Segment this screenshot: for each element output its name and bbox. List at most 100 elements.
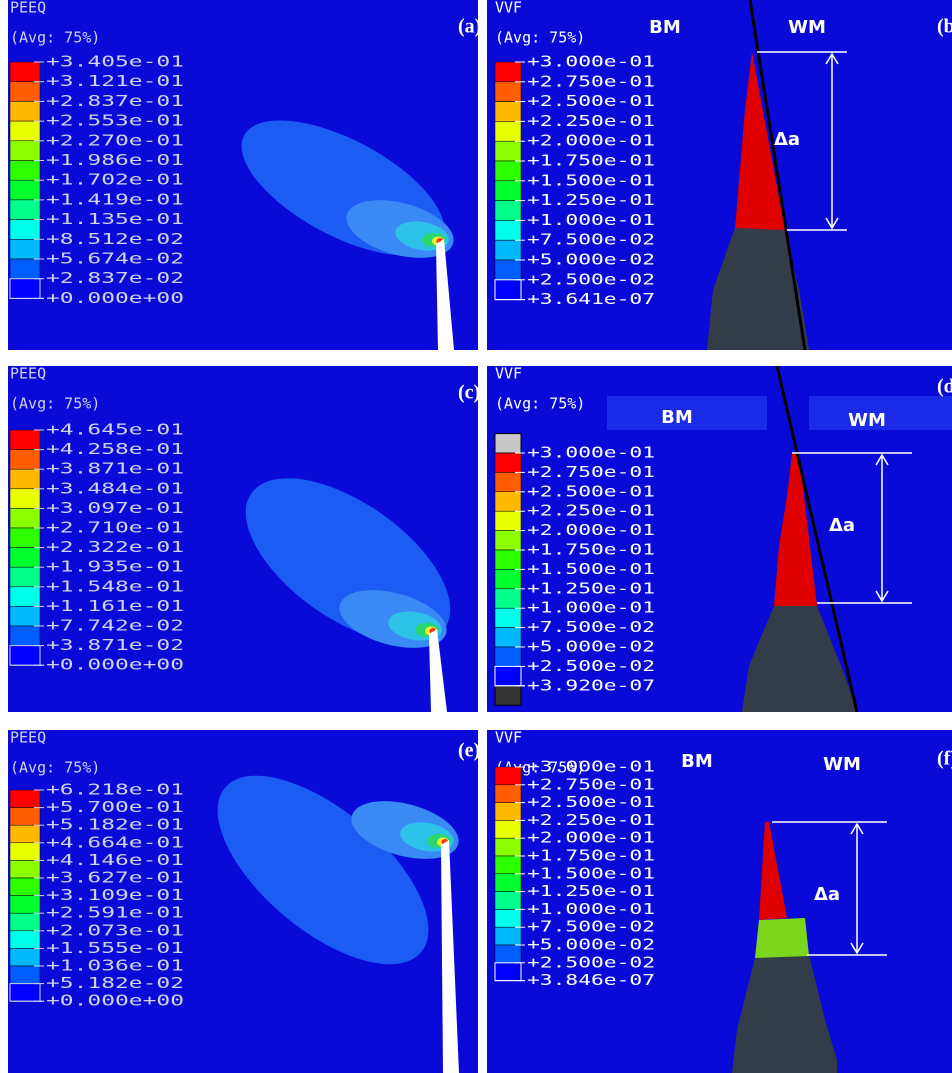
legend-value: +3.121e-01 [46, 72, 184, 90]
legend-box [9, 199, 41, 220]
legend-box [494, 81, 522, 102]
legend-box [494, 491, 522, 512]
legend-box [494, 61, 522, 83]
legend-value: +1.036e-01 [46, 957, 184, 975]
panel: (a) PEEQ (Avg: 75%) +3.405e-01+3.121e-01 +2.… [8, 0, 478, 350]
legend-box [9, 449, 41, 470]
legend-value: +5.000e-02 [527, 936, 655, 954]
legend-box [494, 279, 522, 300]
legend-box [494, 926, 522, 946]
legend-value: +3.109e-01 [46, 886, 184, 904]
legend-title: PEEQ [10, 730, 46, 747]
contour [217, 775, 429, 965]
legend-value: +3.920e-07 [527, 676, 655, 694]
legend-box [494, 837, 522, 857]
legend-value: +3.627e-01 [46, 869, 184, 887]
legend-box [494, 627, 522, 648]
legend-value: +7.500e-02 [527, 231, 655, 249]
legend-title: PEEQ [10, 366, 46, 383]
legend-value: +1.161e-01 [46, 597, 184, 615]
fusion-line [748, 0, 807, 350]
legend-value: +5.182e-02 [46, 974, 184, 992]
panel: BM WM Δa (d) VVF (Avg: 75%) +3.000e-01+2.750e-… [487, 366, 952, 712]
legend-box [494, 820, 522, 839]
legend-subtitle: (Avg: 75%) [10, 759, 100, 777]
crack-growth-label: Δa [774, 129, 800, 150]
crack-notch [436, 239, 454, 350]
legend-box [494, 452, 522, 473]
legend-value: +2.000e-01 [527, 521, 655, 539]
legend-box [494, 239, 522, 261]
legend-value: +4.664e-01 [46, 833, 184, 851]
crack-notch [429, 629, 447, 712]
panel-label: (a) [458, 16, 478, 38]
legend-title: PEEQ [10, 0, 46, 17]
legend-value: +3.871e-02 [46, 636, 184, 654]
legend-value: +1.250e-01 [527, 882, 655, 900]
legend-value: +1.000e-01 [527, 599, 655, 617]
legend-box [9, 547, 41, 568]
base-metal-label: BM [661, 407, 693, 428]
legend-title: VVF [495, 730, 522, 747]
legend-value: +2.591e-01 [46, 904, 184, 922]
legend-value: +2.250e-01 [527, 811, 655, 829]
legend-box [9, 965, 41, 984]
legend-box [494, 472, 522, 493]
legend-value: +1.250e-01 [527, 579, 655, 597]
legend-box [9, 488, 41, 509]
legend-box [494, 784, 522, 803]
legend-value: +1.702e-01 [46, 171, 184, 189]
panel-label: (e) [458, 740, 478, 762]
legend-box [494, 220, 522, 241]
arrow-head [850, 942, 864, 955]
legend-value: +3.846e-07 [527, 971, 655, 989]
legend-box [9, 586, 41, 607]
damage-zone [735, 52, 785, 230]
legend-value: +2.710e-01 [46, 519, 184, 537]
legend-box [9, 120, 41, 142]
legend-value: +4.258e-01 [46, 440, 184, 458]
legend-value: +3.484e-01 [46, 479, 184, 497]
legend-box [9, 278, 41, 299]
legend-value: +1.750e-01 [527, 847, 655, 865]
legend-value: +2.270e-01 [46, 131, 184, 149]
legend-value: +6.218e-01 [46, 781, 184, 799]
weld-metal-label: WM [848, 410, 886, 431]
arrow-head [825, 52, 839, 65]
legend-subtitle: (Avg: 75%) [10, 29, 100, 47]
legend-value: +7.500e-02 [527, 918, 655, 936]
legend-box [9, 219, 41, 240]
base-metal-label: BM [649, 17, 681, 38]
weld-metal-label: WM [788, 17, 826, 38]
legend-box [9, 877, 41, 896]
legend-value: +1.135e-01 [46, 210, 184, 228]
legend-box [494, 569, 522, 590]
legend-value: +2.000e-01 [527, 829, 655, 847]
legend-box [494, 588, 522, 609]
legend-value: +0.000e+00 [46, 289, 184, 307]
legend-value: +5.674e-02 [46, 250, 184, 268]
base-metal-label: BM [681, 751, 713, 772]
arrow-head [825, 217, 839, 230]
legend-box [494, 433, 522, 454]
legend-value: +2.500e-02 [527, 657, 655, 675]
legend-box [9, 948, 41, 967]
legend-value: +2.750e-01 [527, 775, 655, 793]
legend-box [494, 909, 522, 928]
legend-value: +3.405e-01 [46, 53, 184, 71]
legend-box [494, 101, 522, 122]
fusion-line [775, 366, 859, 712]
legend-value: +1.419e-01 [46, 190, 184, 208]
legend-value: +3.641e-07 [527, 290, 655, 308]
legend-box [494, 962, 522, 981]
legend-box [9, 258, 41, 279]
legend-box [9, 429, 41, 450]
legend-value: +5.000e-02 [527, 251, 655, 269]
legend-value: +2.073e-01 [46, 921, 184, 939]
legend-box [9, 179, 41, 201]
legend-box [9, 239, 41, 260]
tip-region [732, 955, 837, 1073]
legend-value: +1.500e-01 [527, 171, 655, 189]
legend-box [9, 61, 41, 82]
